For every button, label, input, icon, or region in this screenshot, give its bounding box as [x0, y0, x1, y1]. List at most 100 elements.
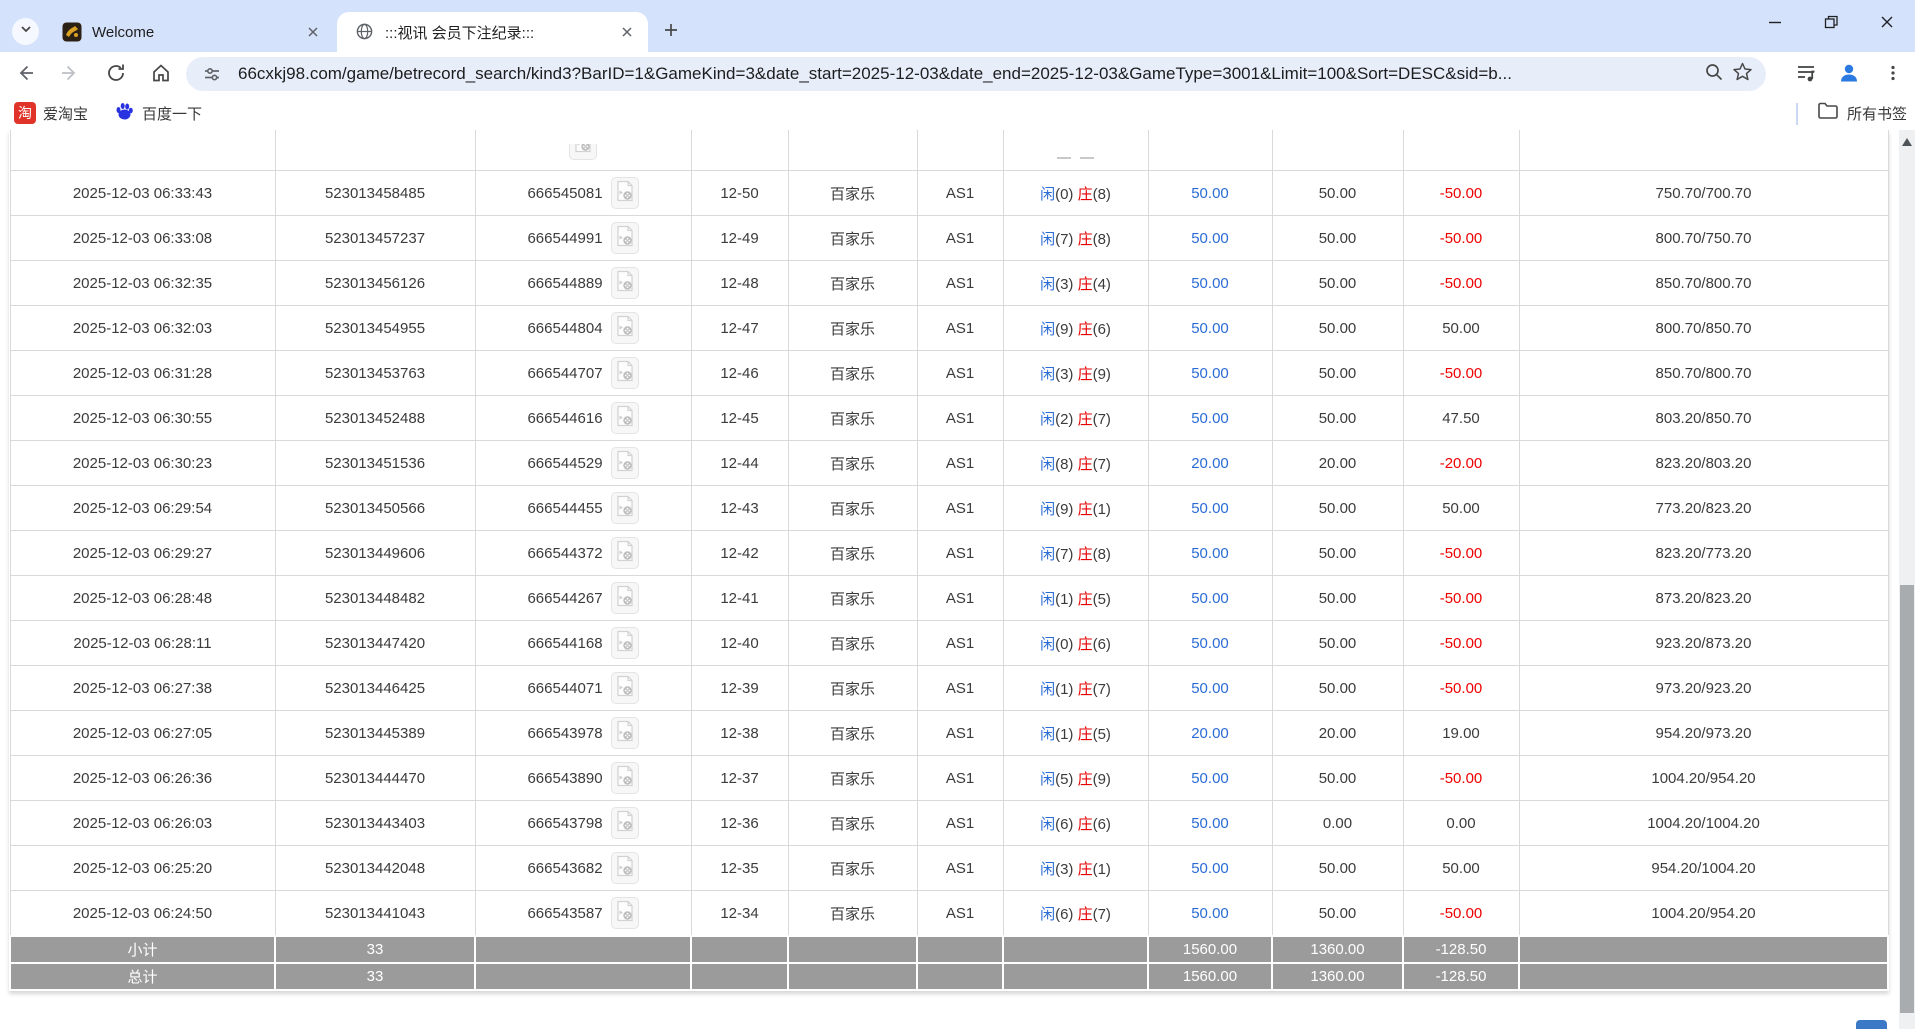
- media-controls-button[interactable]: [1791, 60, 1821, 90]
- browser-menu-button[interactable]: [1878, 60, 1908, 90]
- bet-amount-cell: 50.00: [1147, 485, 1273, 531]
- winloss-cell: -50.00: [1402, 620, 1520, 666]
- video-replay-button[interactable]: [610, 312, 639, 344]
- tab-welcome[interactable]: Welcome: [44, 12, 334, 52]
- clipped-bet-text: [1004, 157, 1147, 159]
- video-replay-button[interactable]: [610, 537, 639, 569]
- address-bar[interactable]: 66cxkj98.com/game/betrecord_search/kind3…: [186, 57, 1766, 91]
- restore-button[interactable]: [1803, 0, 1859, 48]
- summary-bet-total-cell: 1560.00: [1147, 962, 1273, 991]
- banker-bet-label: 庄: [1077, 185, 1093, 203]
- summary-empty-cell: [916, 962, 1004, 991]
- scroll-up-button[interactable]: [1899, 130, 1915, 154]
- reload-icon: [105, 62, 127, 89]
- account-number: 666544455: [527, 499, 603, 517]
- video-replay-button[interactable]: [610, 897, 639, 929]
- bet-amount-cell: 20.00: [1147, 440, 1273, 486]
- valid-amount-cell: [1271, 130, 1404, 171]
- account-cell: 666544616: [474, 395, 692, 441]
- video-replay-button[interactable]: [610, 222, 639, 254]
- video-replay-button[interactable]: [610, 402, 639, 434]
- round-cell: 12-47: [690, 305, 789, 351]
- bet-record-row: 2025-12-03 06:28:48 523013448482 666544267…: [9, 575, 1889, 621]
- scrollbar-thumb[interactable]: [1900, 585, 1914, 1013]
- all-bookmarks-button[interactable]: 所有书签: [1817, 99, 1907, 127]
- tab-betrecord[interactable]: :::视讯 会员下注纪录:::: [337, 12, 648, 52]
- bet-time-cell: 2025-12-03 06:27:38: [9, 665, 276, 711]
- banker-bet-label: 庄: [1077, 860, 1093, 878]
- minimize-button[interactable]: [1747, 0, 1803, 48]
- video-replay-button[interactable]: [610, 357, 639, 389]
- bet-content-cell: 闲(2) 庄(7): [1002, 395, 1149, 441]
- player-bet-label: 闲: [1040, 230, 1056, 248]
- round-cell: 12-38: [690, 710, 789, 756]
- bet-content-cell: 闲(1) 庄(7): [1002, 665, 1149, 711]
- profile-button[interactable]: [1834, 60, 1864, 90]
- tab-search-button[interactable]: [12, 18, 39, 45]
- player-bet-count: (1): [1055, 590, 1078, 608]
- summary-empty-cell: [1518, 962, 1889, 991]
- bet-record-row: 2025-12-03 06:25:20 523013442048 666543682…: [9, 845, 1889, 891]
- account-with-video: 666545081: [476, 177, 690, 209]
- site-settings-icon[interactable]: [198, 60, 226, 88]
- round-cell: 12-44: [690, 440, 789, 486]
- bookmark-baidu[interactable]: 百度一下: [114, 99, 202, 127]
- tab-close-icon[interactable]: [302, 21, 324, 43]
- video-replay-button[interactable]: [610, 627, 639, 659]
- reload-button[interactable]: [101, 60, 131, 90]
- zoom-page-button[interactable]: [1700, 60, 1728, 88]
- home-button[interactable]: [146, 60, 176, 90]
- bet-time-cell: 2025-12-03 06:28:11: [9, 620, 276, 666]
- video-replay-button[interactable]: [610, 717, 639, 749]
- forward-button[interactable]: [55, 60, 85, 90]
- balance-cell: 1004.20/1004.20: [1518, 800, 1889, 846]
- video-replay-button[interactable]: [610, 267, 639, 299]
- video-replay-button[interactable]: [569, 144, 597, 160]
- video-replay-button[interactable]: [610, 672, 639, 704]
- video-replay-button[interactable]: [610, 447, 639, 479]
- account-cell: 666544707: [474, 350, 692, 396]
- player-bet-count: (0): [1055, 635, 1078, 653]
- banker-bet-count: (8): [1092, 230, 1111, 248]
- url-text[interactable]: 66cxkj98.com/game/betrecord_search/kind3…: [238, 64, 1512, 83]
- summary-valid-total-cell: 1360.00: [1271, 962, 1404, 991]
- balance-cell: 823.20/773.20: [1518, 530, 1889, 576]
- banker-bet-label: 庄: [1077, 680, 1093, 698]
- player-bet-label: 闲: [1040, 320, 1056, 338]
- bet-content-cell: 闲(0) 庄(8): [1002, 170, 1149, 216]
- tab-close-icon[interactable]: [616, 21, 638, 43]
- video-replay-button[interactable]: [610, 807, 639, 839]
- window-controls: [1747, 0, 1915, 48]
- video-film-icon: [616, 495, 634, 521]
- video-replay-button[interactable]: [610, 492, 639, 524]
- banker-bet-count: (9): [1092, 365, 1111, 383]
- summary-label-cell: 总计: [9, 962, 276, 991]
- back-button[interactable]: [10, 60, 40, 90]
- vertical-scrollbar[interactable]: [1899, 130, 1915, 1029]
- bet-time-cell: 2025-12-03 06:26:03: [9, 800, 276, 846]
- player-bet-label: 闲: [1040, 410, 1056, 428]
- close-icon: [1879, 14, 1895, 35]
- scroll-to-top-button[interactable]: [1856, 1020, 1887, 1029]
- new-tab-button[interactable]: [658, 19, 684, 45]
- bookmark-star-button[interactable]: [1728, 60, 1756, 88]
- close-window-button[interactable]: [1859, 0, 1915, 48]
- balance-cell: 800.70/750.70: [1518, 215, 1889, 261]
- video-replay-button[interactable]: [610, 582, 639, 614]
- account-with-video: 666543890: [476, 762, 690, 794]
- summary-winloss-total-cell: -128.50: [1402, 962, 1520, 991]
- winloss-cell: -20.00: [1402, 440, 1520, 486]
- video-replay-button[interactable]: [610, 762, 639, 794]
- bet-time-cell: 2025-12-03 06:32:35: [9, 260, 276, 306]
- banker-bet-label: 庄: [1077, 230, 1093, 248]
- video-replay-button[interactable]: [610, 852, 639, 884]
- account-number: 666545081: [527, 184, 603, 202]
- bookmark-aitaobao[interactable]: 淘 爱淘宝: [14, 99, 88, 127]
- player-bet-label: 闲: [1040, 815, 1056, 833]
- table-cell: AS1: [916, 215, 1004, 261]
- video-replay-button[interactable]: [610, 177, 639, 209]
- account-with-video: 666544804: [476, 312, 690, 344]
- summary-empty-cell: [474, 962, 692, 991]
- order-no-cell: 523013456126: [274, 260, 476, 306]
- round-cell: 12-45: [690, 395, 789, 441]
